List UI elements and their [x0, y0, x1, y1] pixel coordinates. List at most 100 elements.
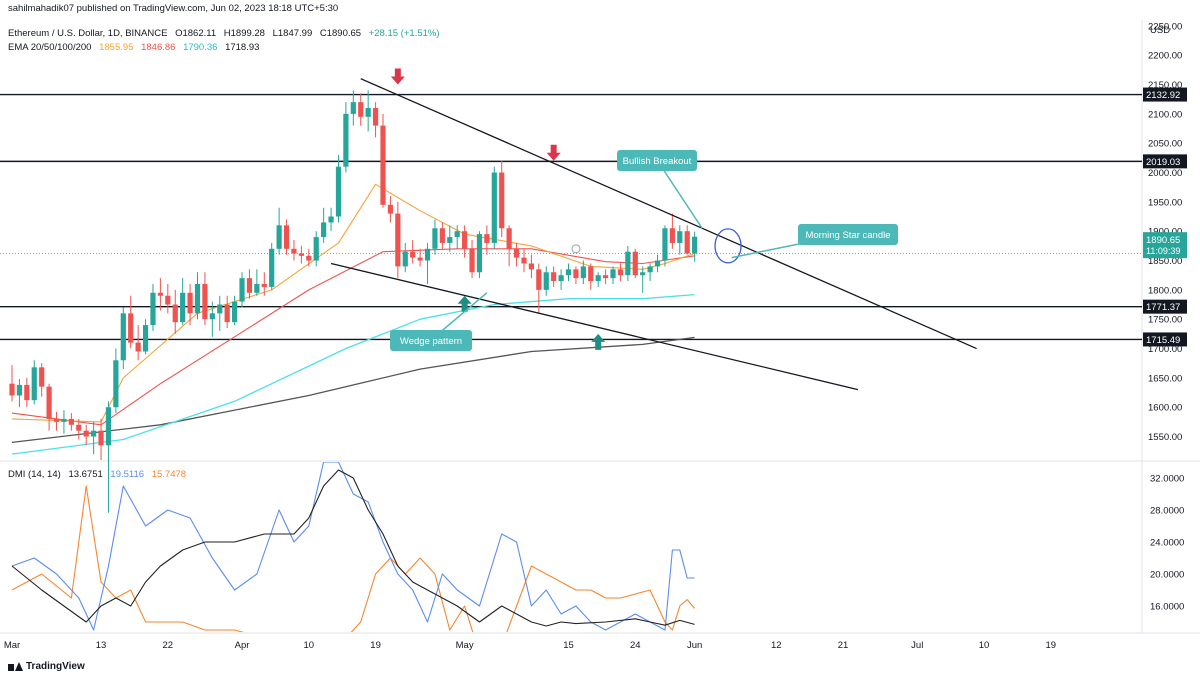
symbol-name[interactable]: Ethereum / U.S. Dollar, 1D, BINANCE [8, 28, 168, 39]
bullish-breakout-callout-pointer [656, 159, 703, 229]
time-tick-label: 19 [370, 640, 381, 651]
candle-body [365, 108, 371, 117]
tradingview-footer[interactable]: TradingView [8, 661, 85, 672]
ema100-value: 1790.36 [183, 42, 218, 53]
candle-body [654, 260, 661, 267]
candle-body [424, 248, 431, 261]
dmi-tick-label: 16.0000 [1150, 602, 1184, 613]
ema-label[interactable]: EMA 20/50/100/200 [8, 42, 92, 53]
ema20-value: 1855.95 [99, 42, 134, 53]
candle-body [254, 284, 260, 293]
footer-brand: TradingView [26, 661, 85, 672]
tradingview-logo-icon [8, 662, 23, 671]
candle-body [647, 266, 653, 273]
candle-body [684, 231, 690, 254]
candle-body [157, 292, 163, 296]
candle-body [142, 325, 149, 352]
candle-body [573, 269, 579, 279]
last-price-tag [1143, 232, 1187, 259]
adx-line [11, 469, 695, 627]
down-arrow-icon [546, 144, 561, 161]
candle-body [321, 222, 327, 238]
level-price-tag [1143, 299, 1187, 314]
candle-body [217, 304, 223, 314]
candle-body [454, 231, 460, 238]
candle-body [372, 108, 379, 126]
candle-body [150, 292, 156, 326]
ema-marker [571, 244, 581, 254]
candle-body [580, 266, 586, 279]
candle-body [402, 251, 408, 267]
candle-body [313, 237, 319, 261]
time-tick-label: 22 [163, 640, 174, 651]
candle-body [417, 257, 423, 261]
level-price-tag [1143, 87, 1187, 102]
candle-body [692, 236, 698, 254]
candle-body [283, 225, 290, 249]
morning-star-highlight [714, 228, 742, 264]
dmi-minus-value: 15.7478 [151, 469, 187, 480]
symbol-line: Ethereum / U.S. Dollar, 1D, BINANCE O186… [8, 28, 445, 39]
candle-body [499, 172, 505, 229]
level-price-tag [1143, 154, 1187, 169]
candle-body [328, 216, 334, 223]
candle-body [469, 248, 475, 273]
candle-body [135, 342, 141, 352]
time-tick-label: May [456, 640, 474, 651]
candle-body [120, 313, 126, 361]
candle-body [565, 269, 572, 276]
candle-body [9, 383, 15, 396]
ema200-line [11, 336, 695, 444]
wedge-pattern-callout-box [390, 330, 472, 351]
candle-body [558, 275, 564, 282]
ohlc-high: H1899.28 [223, 28, 265, 39]
ohlc-open: O1862.11 [175, 28, 217, 39]
price-tick-label: 2050.00 [1148, 139, 1182, 150]
candle-body [16, 384, 23, 396]
ema50-value: 1846.86 [141, 42, 176, 53]
candle-body [239, 278, 245, 302]
level-price-tag-text: 2019.03 [1146, 157, 1180, 168]
price-tick-label: 1850.00 [1148, 256, 1182, 267]
candle-body [462, 231, 468, 249]
candle-body [410, 251, 416, 258]
candle-body [484, 234, 490, 243]
candle-body [113, 360, 119, 408]
candle-body [432, 228, 438, 249]
ohlc-low: L1847.99 [272, 28, 313, 39]
price-tick-label: 2000.00 [1148, 168, 1182, 179]
candle-body [39, 367, 45, 387]
ema100-line [11, 293, 695, 455]
price-tick-label: 2150.00 [1148, 80, 1182, 91]
time-tick-label: Jun [687, 640, 702, 651]
trendline-lower [330, 262, 859, 391]
candle-body [269, 248, 275, 287]
price-tick-label: 1750.00 [1148, 315, 1182, 326]
level-price-tag-text: 1715.49 [1146, 335, 1180, 346]
time-tick-label: 10 [304, 640, 315, 651]
price-tick-label: 1700.00 [1148, 344, 1182, 355]
candle-body [91, 430, 97, 437]
time-tick-label: 24 [630, 640, 641, 651]
candle-body [98, 430, 104, 446]
time-tick-label: 19 [1046, 640, 1057, 651]
dmi-tick-label: 20.0000 [1150, 570, 1184, 581]
publisher-text: sahilmahadik07 published on TradingView.… [8, 3, 339, 14]
dmi-plus-line [11, 462, 695, 631]
candle-body [395, 213, 401, 267]
dmi-lines-group [11, 462, 696, 632]
candle-body [61, 418, 67, 422]
up-arrow-icon [457, 295, 472, 312]
candle-body [625, 251, 631, 276]
adx-value: 13.6751 [68, 469, 103, 480]
candle-body [358, 102, 364, 117]
dmi-label[interactable]: DMI (14, 14) [8, 469, 61, 480]
candle-body [83, 430, 89, 437]
candle-body [491, 172, 497, 243]
candle-body [76, 424, 82, 431]
level-price-tag-text: 1771.37 [1146, 302, 1180, 313]
candles-group [9, 90, 698, 513]
candle-body [439, 228, 445, 243]
publisher-line: sahilmahadik07 published on TradingView.… [8, 3, 343, 14]
